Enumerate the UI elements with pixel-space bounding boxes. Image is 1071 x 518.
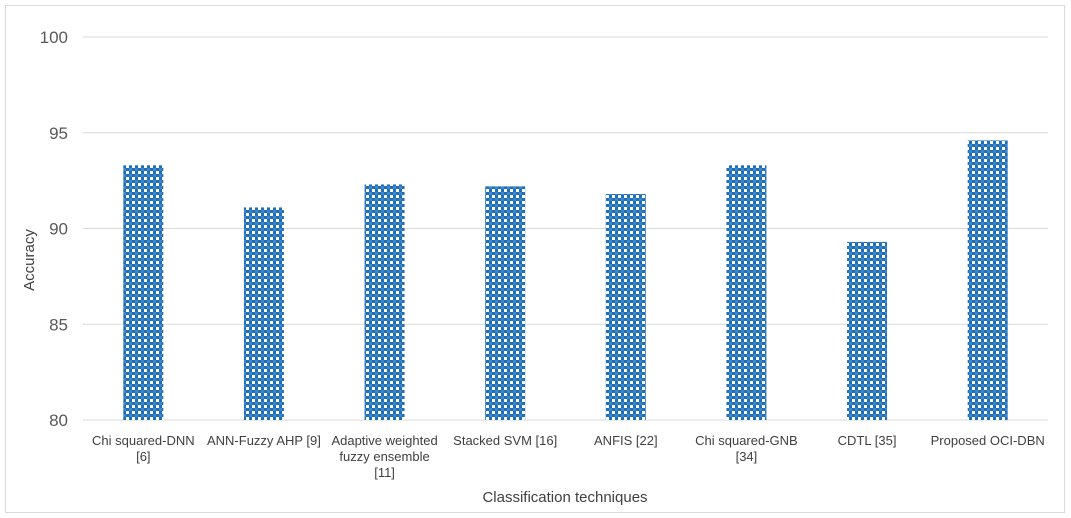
gridlines <box>83 36 1048 421</box>
y-tick-label: 100 <box>40 28 68 47</box>
x-category-label: Adaptive weighted fuzzy ensemble [11] <box>331 433 437 480</box>
x-category-label: ANN-Fuzzy AHP [9] <box>207 433 321 448</box>
x-category-label: Proposed OCI-DBN <box>931 433 1045 448</box>
y-tick-label: 80 <box>49 411 68 430</box>
x-category-label: Chi squared-DNN [6] <box>92 433 195 464</box>
bars <box>123 140 1008 420</box>
y-tick-label: 95 <box>49 124 68 143</box>
y-axis-title: Accuracy <box>21 229 38 291</box>
bar-1 <box>243 207 284 420</box>
bar-6 <box>847 241 888 420</box>
x-category-label: CDTL [35] <box>838 433 897 448</box>
y-axis-ticks: 80 85 90 95 100 <box>40 28 68 430</box>
bar-5 <box>726 165 767 420</box>
bar-7 <box>967 140 1008 420</box>
y-tick-label: 90 <box>49 220 68 239</box>
bar-0 <box>123 165 164 420</box>
x-category-label: Chi squared-GNB [34] <box>695 433 798 464</box>
chart-frame <box>5 5 1065 513</box>
x-category-label: ANFIS [22] <box>594 433 658 448</box>
bar-4 <box>605 194 646 420</box>
x-axis-categories: Chi squared-DNN [6] ANN-Fuzzy AHP [9] Adapt… <box>92 433 1045 480</box>
bar-3 <box>485 186 526 420</box>
y-tick-label: 85 <box>49 315 68 334</box>
x-axis-title: Classification techniques <box>482 489 647 506</box>
bar-2 <box>364 184 405 420</box>
x-category-label: Stacked SVM [16] <box>453 433 557 448</box>
